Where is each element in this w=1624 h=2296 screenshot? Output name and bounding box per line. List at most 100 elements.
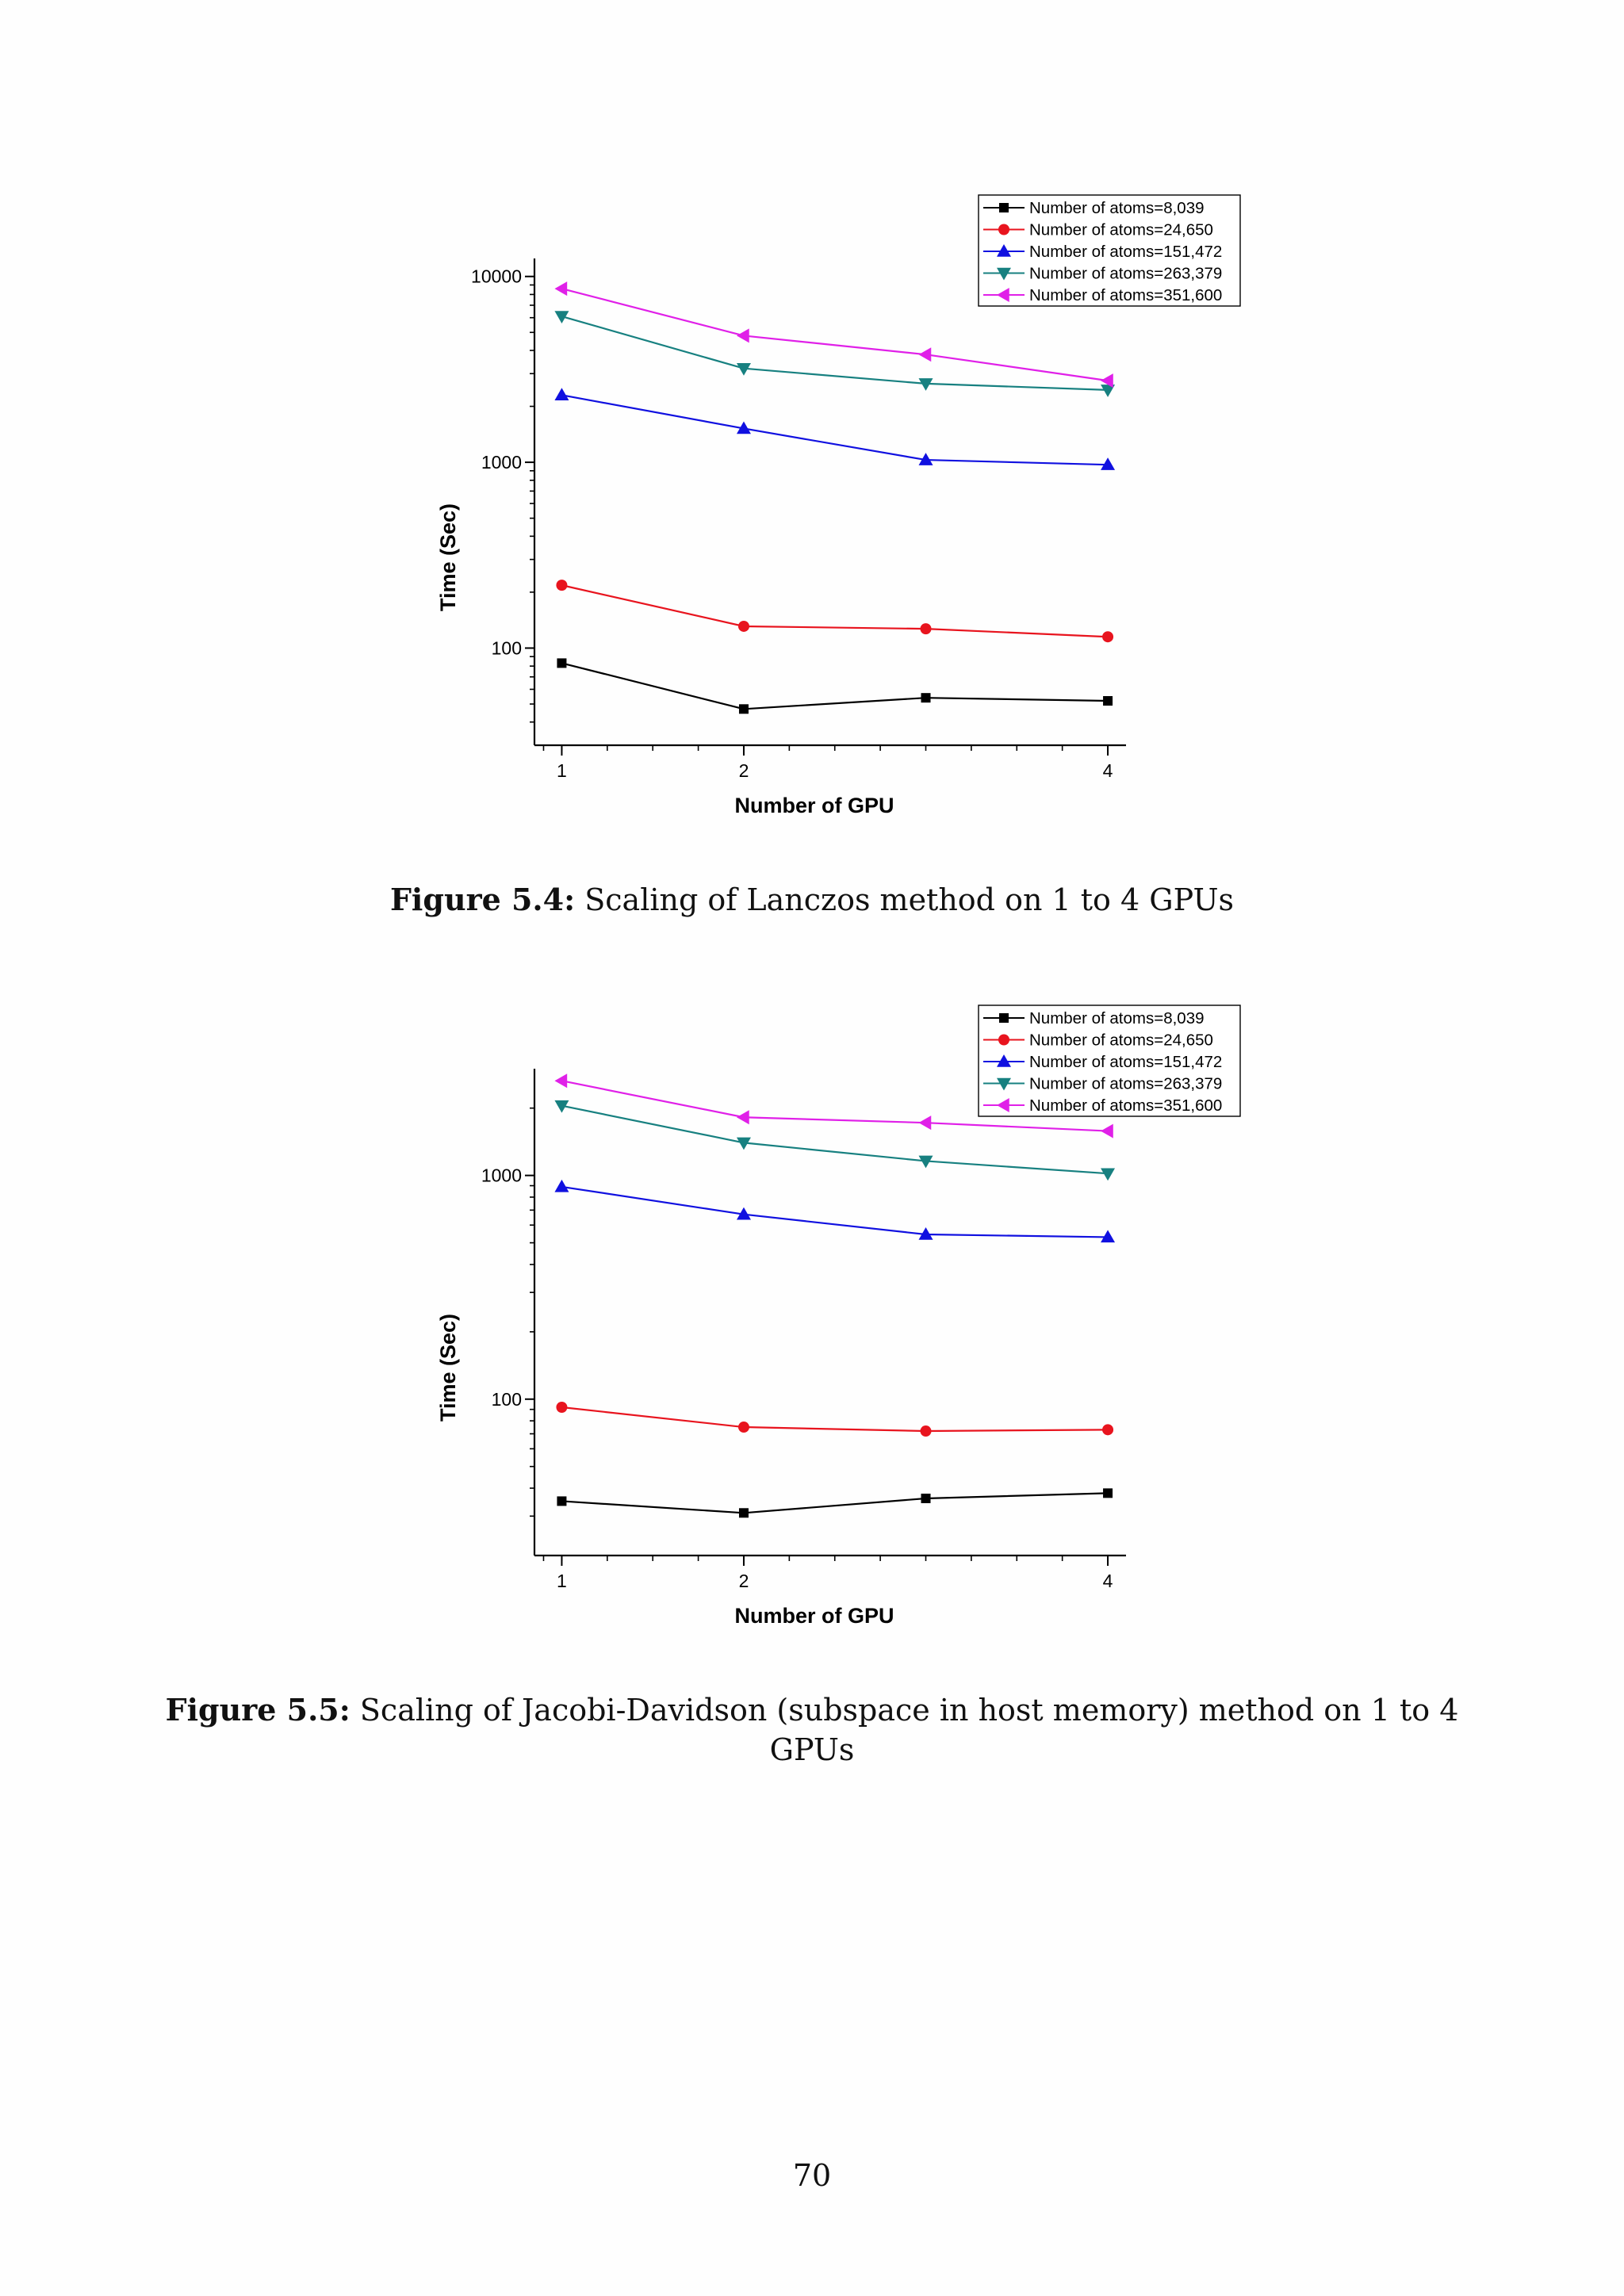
data-point-circle [920, 623, 932, 635]
series-line [561, 1104, 1109, 1175]
data-point-triangle-down [918, 378, 933, 391]
y-tick-label: 10000 [471, 266, 522, 287]
data-point-circle [920, 1425, 932, 1437]
data-point-circle [556, 1401, 568, 1413]
legend-label: Number of atoms=24,650 [1029, 221, 1213, 239]
data-point-triangle-up [554, 1179, 569, 1192]
data-point-circle [1102, 631, 1114, 643]
data-point-square [1103, 1488, 1113, 1498]
data-point-triangle-down [918, 1155, 933, 1169]
data-point-circle [556, 580, 568, 591]
data-point-square [1103, 696, 1113, 706]
series-group [554, 1073, 1113, 1138]
series-line [561, 1080, 1109, 1132]
data-point-triangle-left [997, 1098, 1009, 1112]
legend-label: Number of atoms=8,039 [1029, 1009, 1205, 1027]
series-group [554, 388, 1116, 470]
data-point-triangle-up [736, 1207, 751, 1220]
data-point-triangle-left [918, 1115, 932, 1131]
y-axis-title: Time (Sec) [436, 1314, 460, 1422]
x-tick-label: 4 [1103, 760, 1113, 781]
chart-svg: 100 1000 1 2 4 Number of GPU Time (Sec) Number … [436, 1004, 1241, 1628]
series-line [561, 287, 1109, 382]
caption-text: Scaling of Jacobi-Davidson (subspace in … [359, 1693, 1459, 1767]
series-line [561, 394, 1109, 466]
data-point-triangle-up [918, 1227, 933, 1240]
series-group [554, 1179, 1116, 1243]
data-point-triangle-left [918, 347, 932, 362]
data-point-triangle-left [554, 1073, 568, 1089]
series-group [554, 311, 1116, 397]
data-point-square [557, 1496, 567, 1506]
data-point-square [999, 203, 1009, 212]
data-point-triangle-up [1101, 1230, 1116, 1243]
data-point-circle [998, 1034, 1009, 1046]
legend-label: Number of atoms=8,039 [1029, 199, 1205, 217]
series-line [561, 315, 1109, 391]
data-point-square [738, 704, 749, 714]
data-point-triangle-up [736, 421, 751, 434]
series-line [561, 1185, 1109, 1238]
x-tick-label: 1 [557, 1571, 567, 1591]
legend-label: Number of atoms=351,600 [1029, 286, 1222, 304]
data-point-triangle-down [997, 1077, 1011, 1091]
y-tick-label: 1000 [481, 1165, 522, 1186]
data-point-triangle-left [1101, 373, 1113, 388]
data-point-square [999, 1013, 1009, 1023]
data-point-square [557, 658, 567, 668]
series-group [556, 1401, 1114, 1437]
data-point-triangle-down [554, 311, 569, 324]
figure-5-5-chart: 100 1000 1 2 4 Number of GPU Time (Sec) Number … [412, 1001, 1253, 1635]
legend-label: Number of atoms=151,472 [1029, 243, 1222, 261]
data-point-triangle-left [736, 328, 749, 343]
data-point-circle [998, 224, 1009, 235]
x-tick-label: 2 [739, 1571, 749, 1591]
data-point-triangle-down [1101, 385, 1116, 397]
data-point-circle [737, 620, 749, 632]
data-point-triangle-left [554, 281, 568, 297]
y-tick-label: 1000 [481, 452, 522, 473]
series-group [554, 1100, 1116, 1181]
x-tick-label: 2 [739, 760, 749, 781]
data-point-triangle-up [1101, 457, 1116, 470]
chart-svg: 100 1000 10000 1 2 4 Number of GPU Time (Sec) Nu… [436, 194, 1241, 817]
data-point-square [921, 693, 931, 703]
x-axis-title: Number of GPU [734, 794, 894, 817]
x-tick-label: 1 [557, 760, 567, 781]
data-point-square [738, 1508, 749, 1518]
figure-caption: Figure 5.4: Scaling of Lanczos method on… [159, 880, 1465, 920]
x-tick-label: 4 [1103, 1571, 1113, 1591]
legend-label: Number of atoms=151,472 [1029, 1053, 1222, 1071]
series-line [561, 1406, 1109, 1433]
data-point-triangle-up [918, 453, 933, 465]
data-point-triangle-up [997, 1054, 1011, 1067]
y-axis-title: Time (Sec) [436, 503, 460, 611]
data-point-triangle-down [997, 267, 1011, 281]
legend-label: Number of atoms=263,379 [1029, 1075, 1222, 1093]
series-group [554, 281, 1113, 388]
legend-label: Number of atoms=351,600 [1029, 1096, 1222, 1115]
legend-label: Number of atoms=263,379 [1029, 265, 1222, 283]
page-number: 70 [792, 2158, 832, 2193]
data-point-triangle-left [1101, 1123, 1113, 1138]
data-point-triangle-left [997, 288, 1009, 302]
data-point-triangle-left [736, 1110, 749, 1125]
series-line [561, 584, 1109, 638]
data-point-triangle-down [554, 1100, 569, 1113]
series-line [561, 662, 1109, 710]
figure-5-4-chart: 100 1000 10000 1 2 4 Number of GPU Time (Sec) Nu… [412, 190, 1253, 825]
caption-text: Scaling of Lanczos method on 1 to 4 GPUs [584, 882, 1235, 917]
series-group [556, 580, 1114, 643]
series-group [557, 1488, 1113, 1518]
data-point-triangle-down [1101, 1168, 1116, 1181]
data-point-triangle-up [554, 388, 569, 401]
data-point-triangle-down [736, 1137, 751, 1150]
legend-label: Number of atoms=24,650 [1029, 1031, 1213, 1050]
y-tick-label: 100 [492, 1389, 522, 1410]
data-point-square [921, 1493, 931, 1503]
data-point-circle [1102, 1424, 1114, 1436]
figure-caption: Figure 5.5: Scaling of Jacobi-Davidson (… [159, 1690, 1465, 1770]
caption-label: Figure 5.4: [389, 882, 576, 917]
y-tick-label: 100 [492, 637, 522, 658]
